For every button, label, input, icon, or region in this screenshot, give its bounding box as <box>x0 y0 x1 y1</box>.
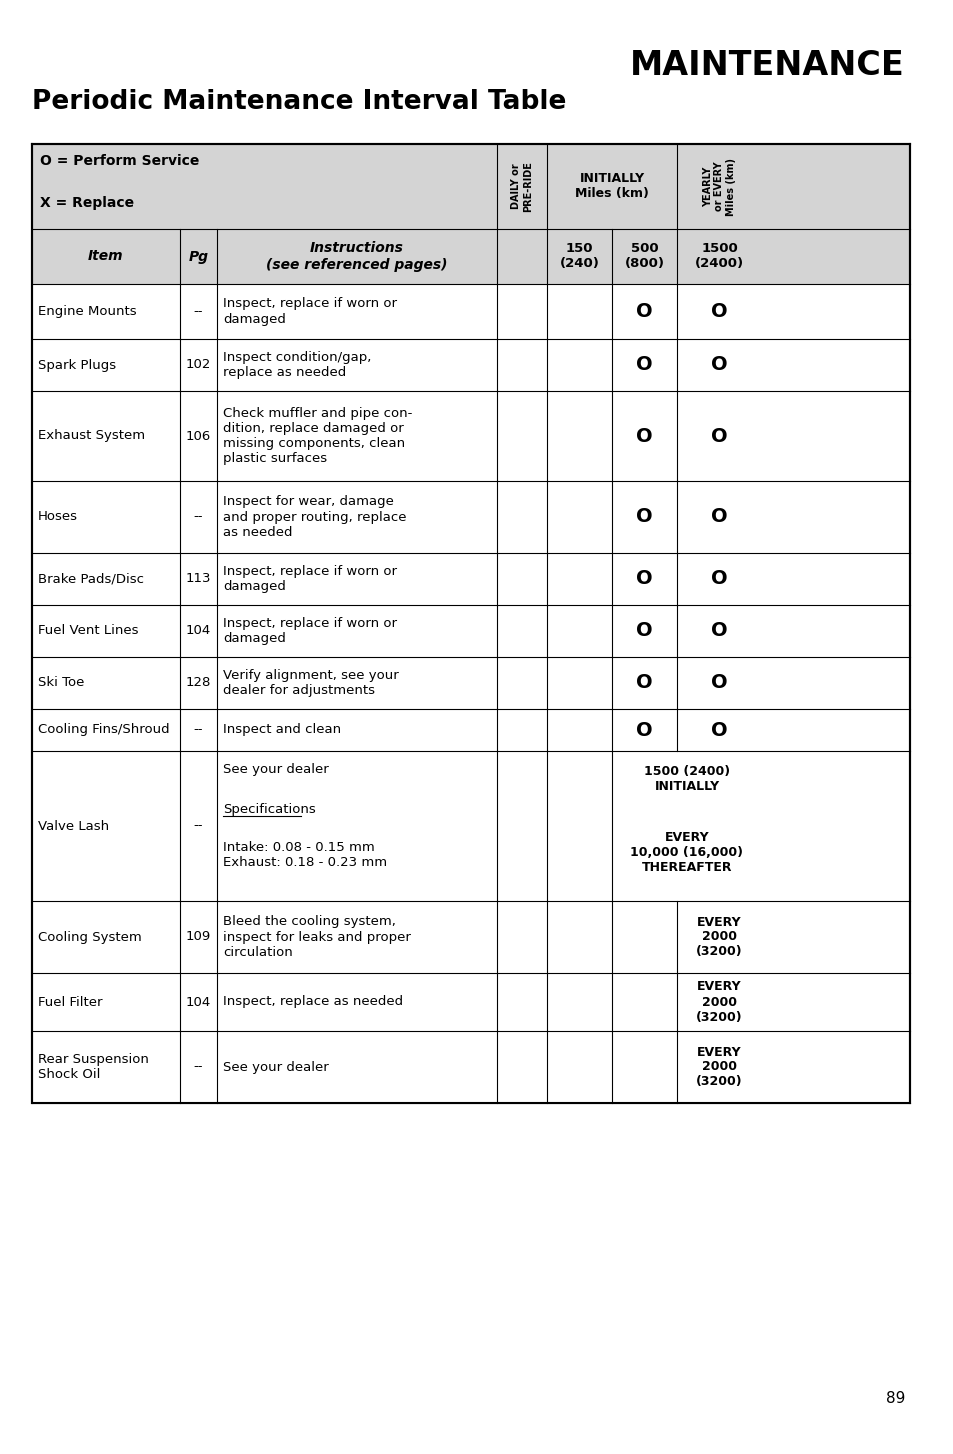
Text: 1500 (2400)
INITIALLY: 1500 (2400) INITIALLY <box>643 765 729 792</box>
Text: Check muffler and pipe con-
dition, replace damaged or
missing components, clean: Check muffler and pipe con- dition, repl… <box>223 407 412 465</box>
Text: 104: 104 <box>186 625 211 637</box>
Text: EVERY
2000
(3200): EVERY 2000 (3200) <box>696 916 742 958</box>
Text: Specifications: Specifications <box>223 803 315 816</box>
Text: 128: 128 <box>186 676 211 689</box>
Text: O: O <box>636 302 652 321</box>
Text: --: -- <box>193 510 203 523</box>
Text: O: O <box>710 570 727 589</box>
Text: See your dealer: See your dealer <box>223 763 329 776</box>
Text: Cooling Fins/Shroud: Cooling Fins/Shroud <box>38 724 170 737</box>
Text: O: O <box>710 507 727 526</box>
Text: Inspect, replace as needed: Inspect, replace as needed <box>223 996 403 1009</box>
Bar <box>32 1031 909 1104</box>
Bar <box>32 752 909 901</box>
Text: Hoses: Hoses <box>38 510 78 523</box>
Text: 106: 106 <box>186 429 211 442</box>
Text: O: O <box>636 621 652 641</box>
Text: Inspect and clean: Inspect and clean <box>223 724 341 737</box>
Bar <box>32 481 909 553</box>
Text: --: -- <box>193 724 203 737</box>
Text: O: O <box>636 721 652 740</box>
Text: Fuel Filter: Fuel Filter <box>38 996 102 1009</box>
Bar <box>32 228 909 284</box>
Text: O: O <box>710 621 727 641</box>
Text: O: O <box>636 570 652 589</box>
Text: EVERY
10,000 (16,000)
THEREAFTER: EVERY 10,000 (16,000) THEREAFTER <box>630 832 742 874</box>
Text: Exhaust System: Exhaust System <box>38 429 145 442</box>
Text: O = Perform Service: O = Perform Service <box>40 154 199 169</box>
Text: 113: 113 <box>186 573 211 586</box>
Text: --: -- <box>193 305 203 318</box>
Text: See your dealer: See your dealer <box>223 1060 329 1073</box>
Text: O: O <box>636 673 652 692</box>
Text: Inspect, replace if worn or
damaged: Inspect, replace if worn or damaged <box>223 298 396 326</box>
Text: 104: 104 <box>186 996 211 1009</box>
Bar <box>32 284 909 339</box>
Text: 109: 109 <box>186 931 211 944</box>
Bar <box>32 339 909 391</box>
Text: YEARLY
or EVERY
Miles (km): YEARLY or EVERY Miles (km) <box>702 157 736 215</box>
Text: O: O <box>636 507 652 526</box>
Text: Valve Lash: Valve Lash <box>38 820 109 833</box>
Text: Inspect, replace if worn or
damaged: Inspect, replace if worn or damaged <box>223 566 396 593</box>
Text: Spark Plugs: Spark Plugs <box>38 359 116 372</box>
Text: O: O <box>710 673 727 692</box>
Text: O: O <box>710 355 727 375</box>
Text: Engine Mounts: Engine Mounts <box>38 305 136 318</box>
Text: 102: 102 <box>186 359 211 372</box>
Text: Verify alignment, see your
dealer for adjustments: Verify alignment, see your dealer for ad… <box>223 669 398 696</box>
Text: Inspect for wear, damage
and proper routing, replace
as needed: Inspect for wear, damage and proper rout… <box>223 496 406 538</box>
Bar <box>32 973 909 1031</box>
Text: O: O <box>710 426 727 445</box>
Bar <box>32 901 909 973</box>
Text: Cooling System: Cooling System <box>38 931 142 944</box>
Text: X = Replace: X = Replace <box>40 196 134 209</box>
Text: 1500
(2400): 1500 (2400) <box>694 243 743 270</box>
Text: O: O <box>710 721 727 740</box>
Text: DAILY or
PRE-RIDE: DAILY or PRE-RIDE <box>511 161 532 212</box>
Bar <box>32 605 909 657</box>
Text: INITIALLY
Miles (km): INITIALLY Miles (km) <box>575 173 648 201</box>
Text: Periodic Maintenance Interval Table: Periodic Maintenance Interval Table <box>32 89 566 115</box>
Text: Rear Suspension
Shock Oil: Rear Suspension Shock Oil <box>38 1053 149 1080</box>
Text: 150
(240): 150 (240) <box>559 243 598 270</box>
Text: Inspect, replace if worn or
damaged: Inspect, replace if worn or damaged <box>223 616 396 646</box>
Text: O: O <box>636 426 652 445</box>
Text: EVERY
2000
(3200): EVERY 2000 (3200) <box>696 1045 742 1089</box>
Text: O: O <box>636 355 652 375</box>
Bar <box>32 553 909 605</box>
Text: Intake: 0.08 - 0.15 mm
Exhaust: 0.18 - 0.23 mm: Intake: 0.08 - 0.15 mm Exhaust: 0.18 - 0… <box>223 840 387 869</box>
Text: O: O <box>710 302 727 321</box>
Text: 89: 89 <box>884 1391 904 1406</box>
Text: Pg: Pg <box>189 250 209 263</box>
Text: Brake Pads/Disc: Brake Pads/Disc <box>38 573 144 586</box>
Text: Item: Item <box>88 250 124 263</box>
Text: --: -- <box>193 820 203 833</box>
Text: Ski Toe: Ski Toe <box>38 676 84 689</box>
Bar <box>32 657 909 710</box>
Text: Instructions
(see referenced pages): Instructions (see referenced pages) <box>266 241 447 272</box>
Text: Fuel Vent Lines: Fuel Vent Lines <box>38 625 138 637</box>
Text: MAINTENANCE: MAINTENANCE <box>630 49 904 81</box>
Text: Inspect condition/gap,
replace as needed: Inspect condition/gap, replace as needed <box>223 350 371 379</box>
Text: 500
(800): 500 (800) <box>624 243 664 270</box>
Bar <box>32 391 909 481</box>
Bar <box>32 144 909 1104</box>
Text: Bleed the cooling system,
inspect for leaks and proper
circulation: Bleed the cooling system, inspect for le… <box>223 916 411 958</box>
Text: --: -- <box>193 1060 203 1073</box>
Bar <box>32 710 909 752</box>
Text: EVERY
2000
(3200): EVERY 2000 (3200) <box>696 980 742 1024</box>
Bar <box>32 144 909 228</box>
